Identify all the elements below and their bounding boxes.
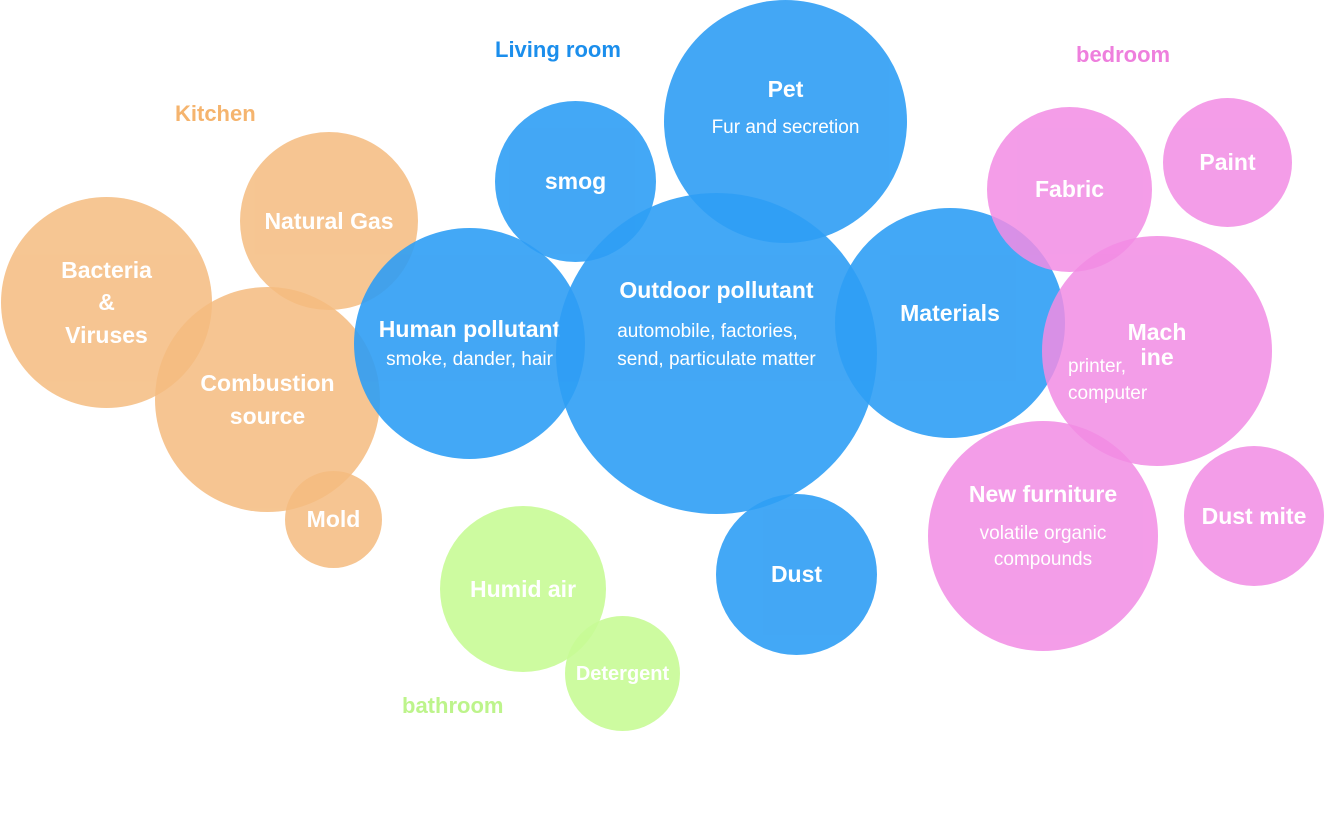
bubble-human-pollutant: Human pollutant smoke, dander, hair [354,228,585,459]
bubble-title: Human pollutant [378,316,561,343]
bubble-materials: Materials [835,208,1065,438]
bubble-title: Fabric [1034,176,1105,203]
room-label-bathroom: bathroom [402,693,504,718]
bubble-paint: Paint [1163,98,1292,227]
bubble-title: Materials [900,299,1000,326]
bubble-dust-mite: Dust mite [1184,446,1324,586]
room-label-bedroom: bedroom [1076,42,1171,67]
bubble-subtitle: volatile organic compounds [979,522,1107,571]
bubble-bacteria-viruses: Bacteria & Viruses [1,197,212,408]
bubble-title: Humid air [469,575,577,602]
bubble-outdoor-pollutant: Outdoor pollutant automobile, factories,… [556,193,877,514]
bubble-new-furniture: New furniture volatile organic compounds [928,421,1158,651]
bubble-subtitle: automobile, factories, send, particulate… [617,321,816,370]
bubble-mold: Mold [285,471,382,568]
room-label-kitchen: Kitchen [175,101,256,126]
bubble-title: Paint [1199,149,1256,176]
bubble-title: Mold [306,506,361,533]
bubble-title: Detergent [575,662,670,685]
bubble-title: Combustion source [200,370,335,429]
bubble-dust: Dust [716,494,877,655]
bubble-title: Dust [770,561,823,588]
room-label-living-room: Living room [495,37,621,62]
bubble-subtitle: printer, computer [1068,356,1148,404]
bubble-title: Dust mite [1201,502,1307,529]
bubble-detergent: Detergent [565,616,680,731]
bubble-title: New furniture [968,481,1118,508]
bubble-title: Bacteria & Viruses [61,256,152,348]
bubble-subtitle: Fur and secretion [711,117,860,139]
bubble-subtitle: smoke, dander, hair [386,349,553,371]
bubble-title: Outdoor pollutant [619,276,814,303]
bubble-title: Mach ine [1127,318,1187,370]
bubble-title: smog [544,168,607,195]
bubble-title: Pet [767,76,804,103]
bubble-title: Natural Gas [264,207,394,234]
